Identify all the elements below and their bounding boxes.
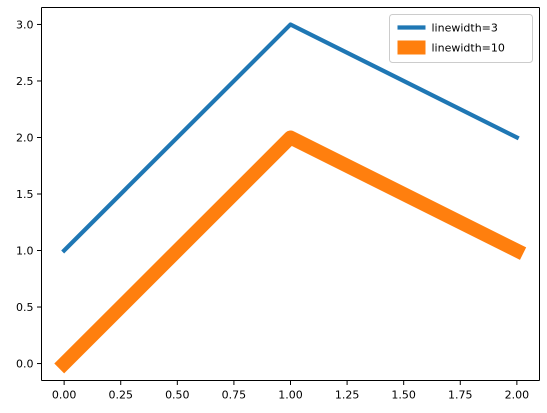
x-tick-label: 0.50	[165, 389, 190, 402]
series-line-2	[54, 130, 527, 374]
legend: linewidth=3 linewidth=10	[389, 14, 533, 63]
x-tick-label: 1.00	[278, 389, 303, 402]
plot-area	[41, 7, 540, 381]
x-tick-label: 1.75	[448, 389, 473, 402]
x-tick-label: 1.50	[391, 389, 416, 402]
y-tick-label: 1.5	[16, 188, 34, 201]
y-tick-label: 1.0	[16, 245, 34, 258]
legend-label-2: linewidth=10	[432, 42, 505, 55]
x-tick-label: 2.00	[505, 389, 530, 402]
legend-label-1: linewidth=3	[432, 22, 498, 35]
y-tick-label: 3.0	[16, 18, 34, 31]
x-tick-label: 1.25	[335, 389, 360, 402]
y-tick-label: 2.0	[16, 131, 34, 144]
y-tick-label: 2.5	[16, 75, 34, 88]
y-tick-label: 0.5	[16, 301, 34, 314]
x-tick-label: 0.00	[52, 389, 77, 402]
x-tick-label: 0.25	[108, 389, 133, 402]
x-tick-label: 0.75	[222, 389, 247, 402]
axes-layer: 0.00 0.25 0.50 0.75 1.00 1.25 1.50 1.75 2.00 0.0 0…	[16, 7, 540, 402]
y-tick-label: 0.0	[16, 358, 34, 371]
series-layer	[54, 22, 527, 374]
series-line-1	[61, 22, 520, 254]
